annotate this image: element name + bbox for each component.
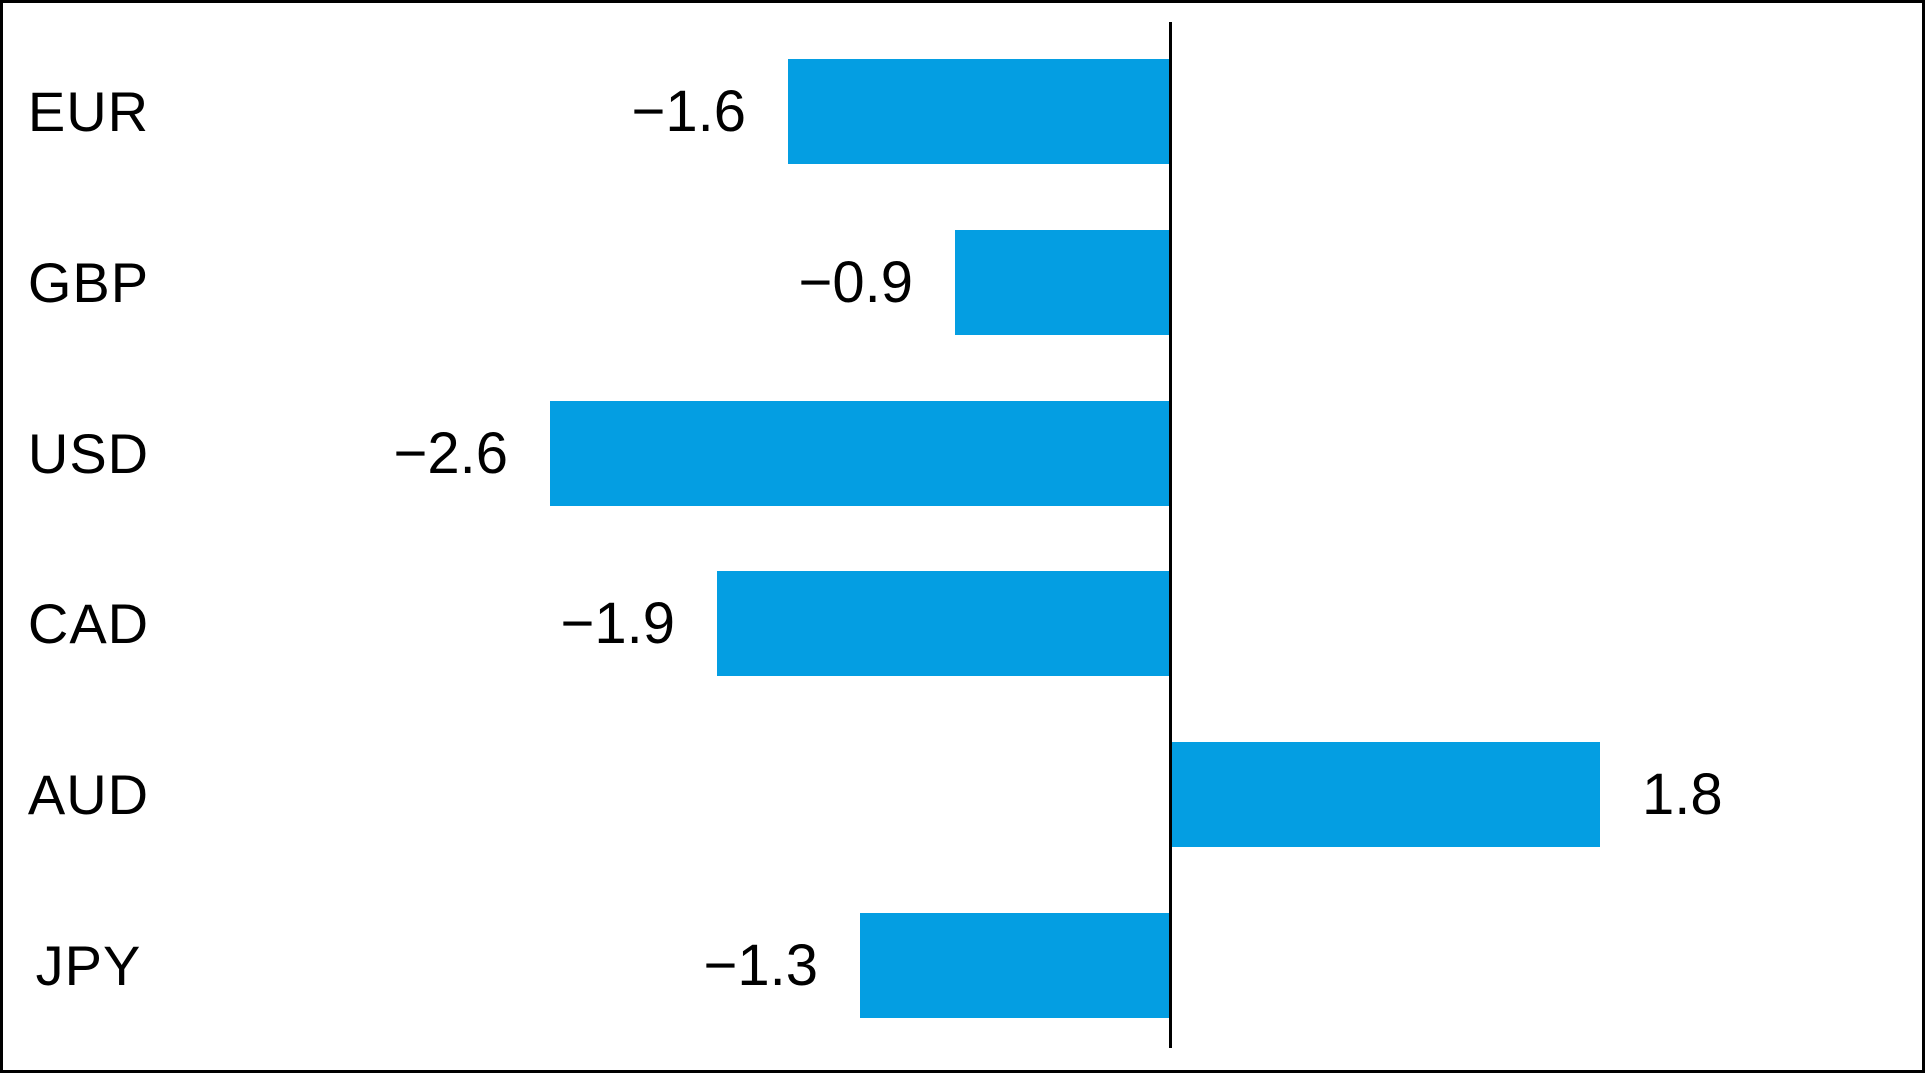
bar-usd <box>550 401 1169 506</box>
bar-gbp <box>955 230 1169 335</box>
zero-axis-line <box>1169 22 1172 1048</box>
bar-jpy <box>860 913 1169 1018</box>
bar-aud <box>1172 742 1600 847</box>
category-label-usd: USD <box>27 422 150 485</box>
bar-eur <box>788 59 1169 164</box>
value-label-gbp: −0.9 <box>798 250 914 315</box>
value-label-eur: −1.6 <box>631 79 747 144</box>
value-label-jpy: −1.3 <box>703 933 819 998</box>
category-label-jpy: JPY <box>35 934 142 997</box>
category-label-cad: CAD <box>27 592 150 655</box>
bar-cad <box>717 571 1169 676</box>
value-label-aud: 1.8 <box>1642 762 1723 827</box>
category-label-eur: EUR <box>27 80 150 143</box>
category-label-aud: AUD <box>27 763 150 826</box>
value-label-cad: −1.9 <box>560 591 676 656</box>
category-label-gbp: GBP <box>27 251 150 314</box>
value-label-usd: −2.6 <box>393 421 509 486</box>
